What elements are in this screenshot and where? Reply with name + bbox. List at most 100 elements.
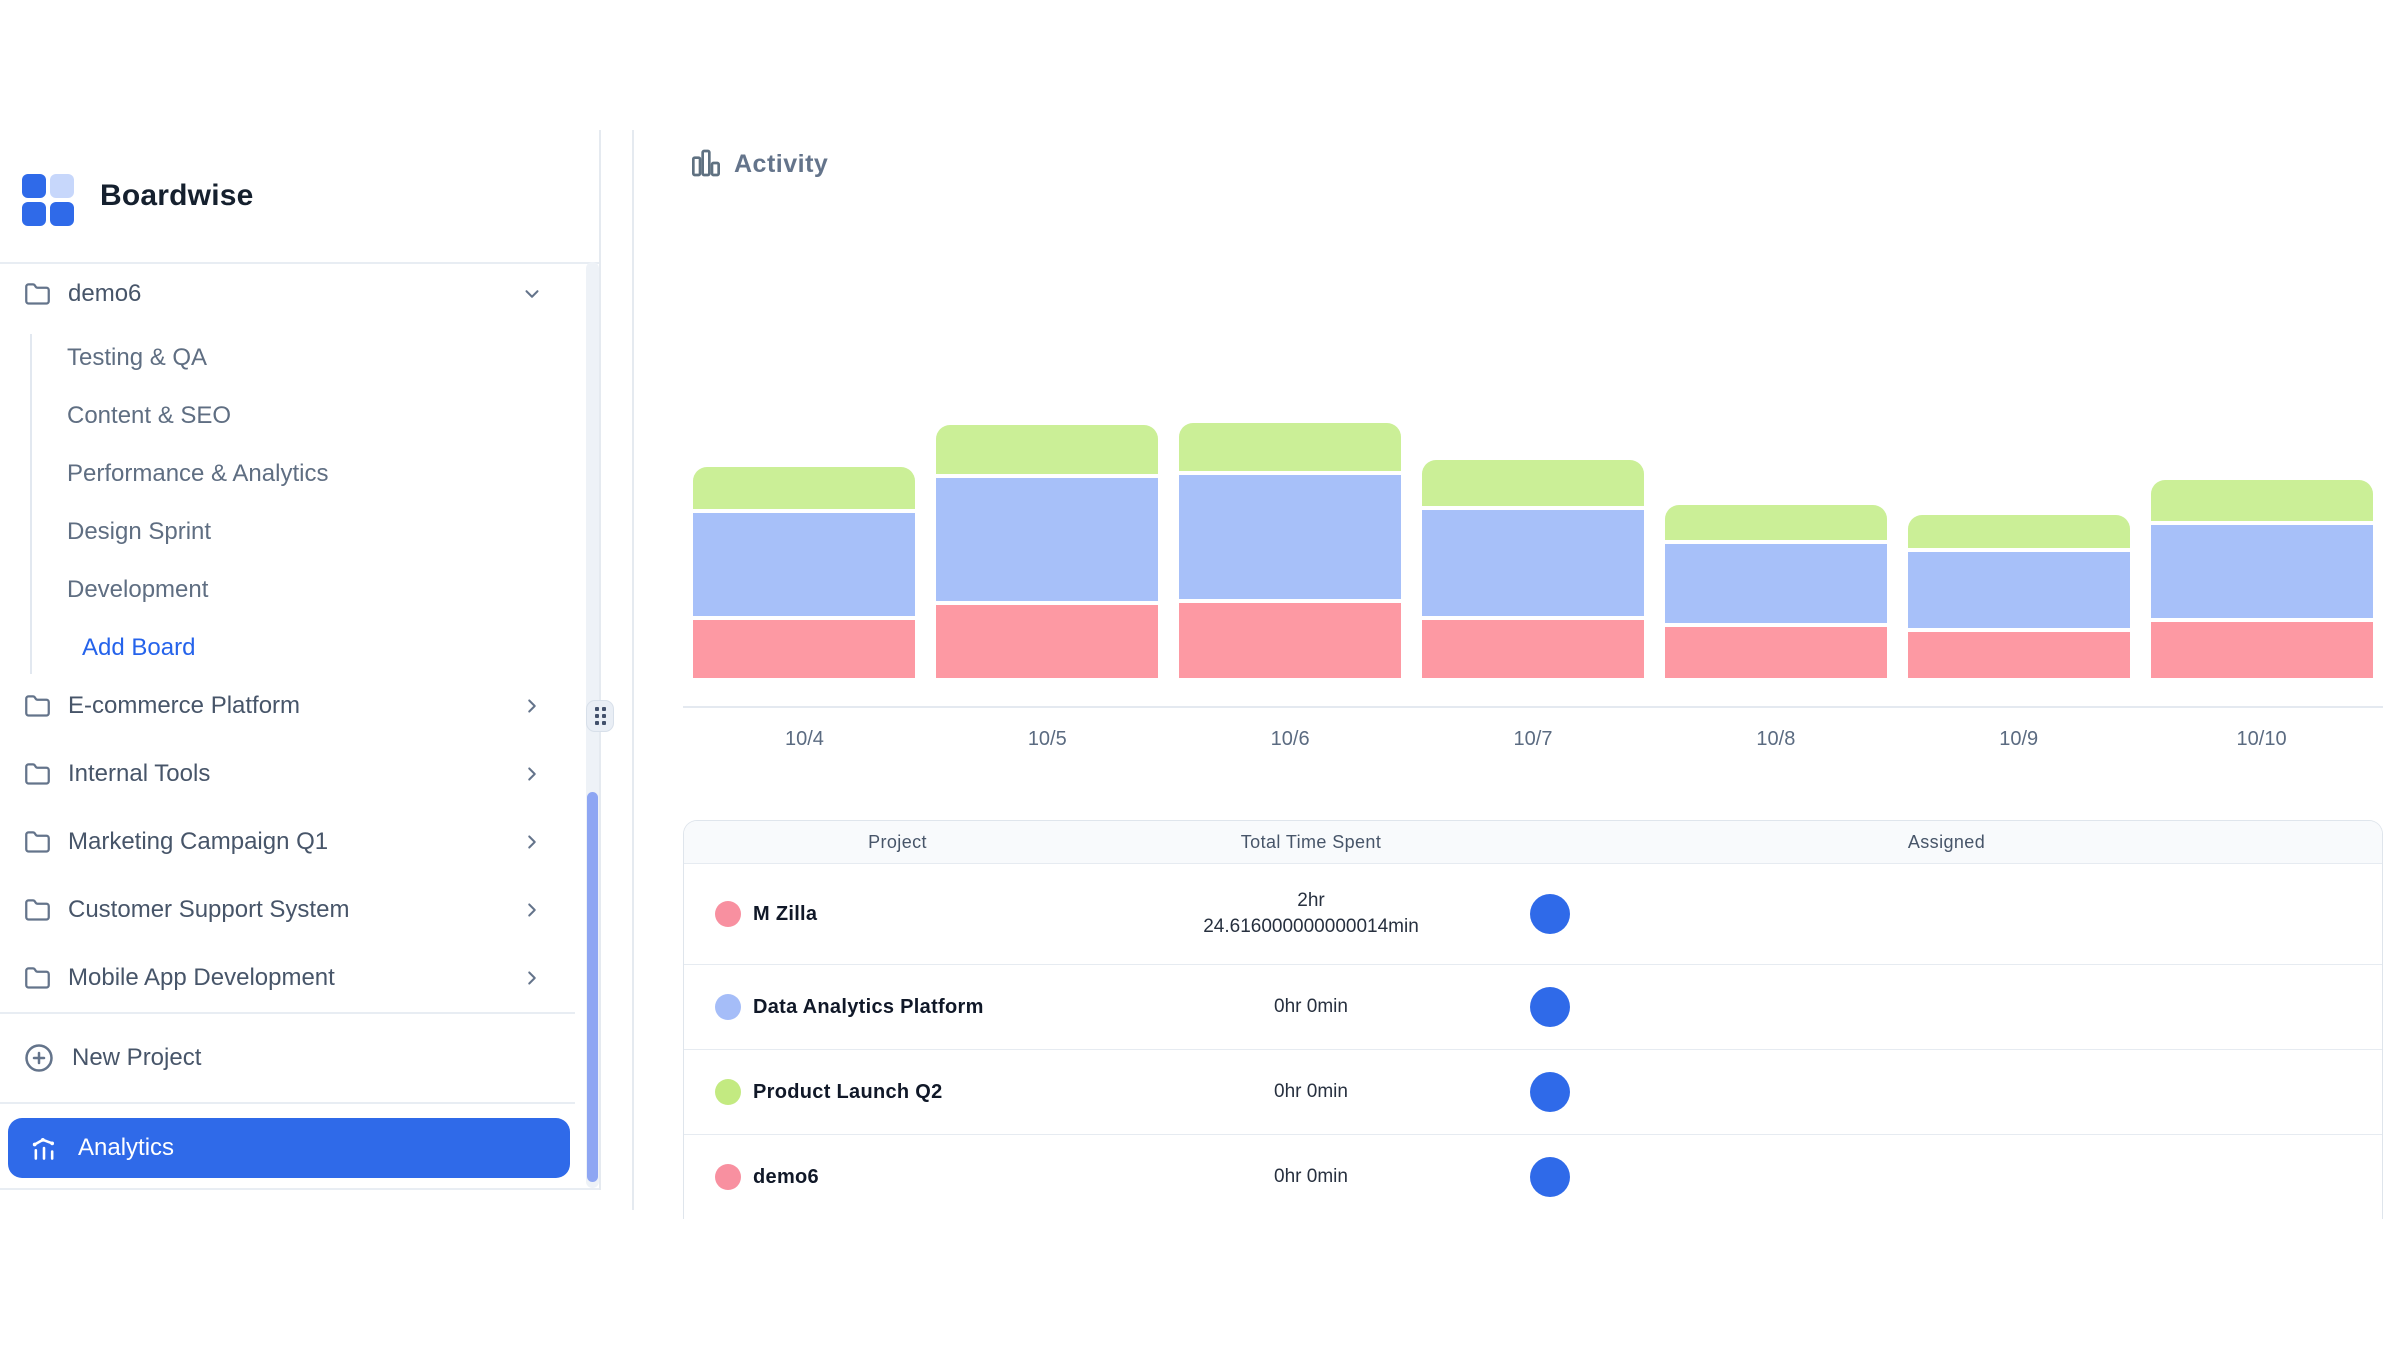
circle-plus-icon	[25, 1044, 53, 1072]
chevron-right-icon[interactable]	[521, 831, 543, 853]
chevron-down-icon[interactable]	[521, 283, 543, 305]
sidebar-project-internal-tools[interactable]: Internal Tools	[0, 751, 569, 797]
bar-segment-product-launch-q2[interactable]	[693, 467, 916, 509]
assigned-cell	[1511, 1157, 2382, 1197]
stacked-bar-10-9[interactable]	[1907, 515, 2130, 678]
sidebar-project-mobile-app-development[interactable]: Mobile App Development	[0, 955, 569, 1001]
bar-segment-m-zilla[interactable]	[693, 620, 916, 678]
bar-segment-m-zilla[interactable]	[936, 605, 1159, 678]
logo-square	[50, 202, 74, 226]
bar-segment-m-zilla[interactable]	[2150, 622, 2373, 678]
stacked-bar-10-6[interactable]	[1179, 423, 1402, 678]
logo-square	[22, 174, 46, 198]
bar-segment-m-zilla[interactable]	[1179, 603, 1402, 678]
sidebar-project-label: Customer Support System	[68, 896, 350, 923]
bar-segment-product-launch-q2[interactable]	[1422, 460, 1644, 506]
logo-square	[22, 202, 46, 226]
bar-slot-10-8	[1654, 505, 1897, 678]
stacked-bar-10-8[interactable]	[1664, 505, 1887, 678]
x-axis-label: 10/10	[2236, 728, 2287, 750]
chevron-right-icon[interactable]	[521, 763, 543, 785]
sidebar-project-marketing-campaign-q1[interactable]: Marketing Campaign Q1	[0, 819, 569, 865]
assignee-avatar	[1530, 1072, 1570, 1112]
table-row-data-analytics-platform: Data Analytics Platform 0hr 0min	[684, 964, 2382, 1049]
time-line: 0hr 0min	[1274, 996, 1348, 1018]
board-indent-line	[30, 334, 32, 674]
bar-slot-10-5	[926, 425, 1169, 678]
bar-segment-m-zilla[interactable]	[1907, 632, 2130, 678]
board-item-content-seo[interactable]: Content & SEO	[67, 402, 232, 429]
sidebar-divider	[0, 262, 600, 264]
bar-segment-data-analytics-platform[interactable]	[936, 478, 1159, 601]
sidebar-bottom-border	[0, 1188, 601, 1190]
project-name: M Zilla	[753, 902, 818, 925]
bar-segment-data-analytics-platform[interactable]	[1422, 510, 1644, 616]
chevron-right-icon[interactable]	[521, 967, 543, 989]
stacked-bar-10-5[interactable]	[936, 425, 1159, 678]
column-header-assigned: Assigned	[1907, 831, 1986, 852]
bar-segment-product-launch-q2[interactable]	[936, 425, 1159, 474]
project-name: Product Launch Q2	[753, 1080, 943, 1103]
project-color-dot	[715, 901, 741, 927]
analytics-nav-button[interactable]: Analytics	[8, 1118, 570, 1178]
bar-segment-product-launch-q2[interactable]	[2150, 480, 2373, 521]
sidebar-project-label: Marketing Campaign Q1	[68, 828, 329, 855]
bar-segment-product-launch-q2[interactable]	[1664, 505, 1887, 540]
x-axis-label: 10/7	[1513, 728, 1553, 750]
bar-slot-10-9	[1897, 515, 2140, 678]
time-line: 24.616000000000014min	[1203, 916, 1419, 937]
board-item-performance-analytics[interactable]: Performance & Analytics	[67, 460, 329, 487]
logo-square-light	[50, 174, 74, 198]
brand-title: Boardwise	[100, 179, 254, 212]
x-axis-label: 10/5	[1027, 728, 1067, 750]
total-time-cell: 0hr 0min	[1111, 1164, 1511, 1190]
add-board-button[interactable]: Add Board	[82, 634, 196, 661]
new-project-button[interactable]: New Project	[0, 1035, 201, 1081]
bar-segment-m-zilla[interactable]	[1422, 620, 1644, 678]
sidebar-scrollbar-thumb[interactable]	[587, 792, 598, 1182]
total-time-cell: 2hr 24.616000000000014min	[1111, 888, 1511, 939]
project-cell: demo6	[684, 1164, 1111, 1190]
total-time-cell: 0hr 0min	[1111, 1079, 1511, 1105]
project-name: demo6	[753, 1165, 819, 1188]
board-item-development[interactable]: Development	[67, 576, 209, 603]
sidebar-resize-handle[interactable]	[586, 700, 614, 732]
column-header-total-time-spent: Total Time Spent	[1240, 831, 1382, 852]
stacked-bar-10-4[interactable]	[693, 467, 916, 678]
bar-segment-data-analytics-platform[interactable]	[1664, 544, 1887, 623]
board-item-testing-qa[interactable]: Testing & QA	[67, 344, 208, 371]
folder-icon	[25, 282, 50, 305]
bar-segment-product-launch-q2[interactable]	[1907, 515, 2130, 548]
bar-segment-product-launch-q2[interactable]	[1179, 423, 1402, 471]
bar-segment-data-analytics-platform[interactable]	[1179, 475, 1402, 599]
assigned-cell	[1511, 894, 2382, 934]
chevron-right-icon[interactable]	[521, 899, 543, 921]
content-border-line	[632, 130, 634, 1210]
bar-segment-data-analytics-platform[interactable]	[2150, 525, 2373, 618]
time-line: 0hr 0min	[1274, 1166, 1348, 1188]
x-axis-label: 10/6	[1270, 728, 1310, 750]
x-axis-label: 10/8	[1756, 728, 1796, 750]
stacked-bar-10-7[interactable]	[1422, 460, 1644, 678]
stacked-bar-10-10[interactable]	[2150, 480, 2373, 678]
assignee-avatar	[1530, 894, 1570, 934]
board-item-design-sprint[interactable]: Design Sprint	[67, 518, 212, 545]
bar-slot-10-4	[683, 467, 926, 678]
x-axis-label: 10/4	[784, 728, 824, 750]
sidebar-project-demo6[interactable]: demo6	[0, 271, 569, 317]
sidebar-border-line	[599, 130, 601, 1190]
bar-segment-data-analytics-platform[interactable]	[1907, 552, 2130, 628]
chevron-right-icon[interactable]	[521, 695, 543, 717]
time-spent-table: Project Total Time Spent Assigned M Zill…	[683, 820, 2383, 1219]
bar-segment-data-analytics-platform[interactable]	[693, 513, 916, 616]
sidebar-project-customer-support-system[interactable]: Customer Support System	[0, 887, 569, 933]
assignee-avatar	[1530, 987, 1570, 1027]
bar-segment-m-zilla[interactable]	[1664, 627, 1887, 678]
folder-icon	[25, 898, 50, 921]
project-cell: Product Launch Q2	[684, 1079, 1111, 1105]
bar-slot-10-10	[2140, 480, 2383, 678]
time-line: 2hr	[1297, 890, 1325, 912]
sidebar-project-ecommerce-platform[interactable]: E-commerce Platform	[0, 683, 569, 729]
table-row-product-launch-q2: Product Launch Q2 0hr 0min	[684, 1049, 2382, 1134]
analytics-label: Analytics	[78, 1134, 175, 1161]
